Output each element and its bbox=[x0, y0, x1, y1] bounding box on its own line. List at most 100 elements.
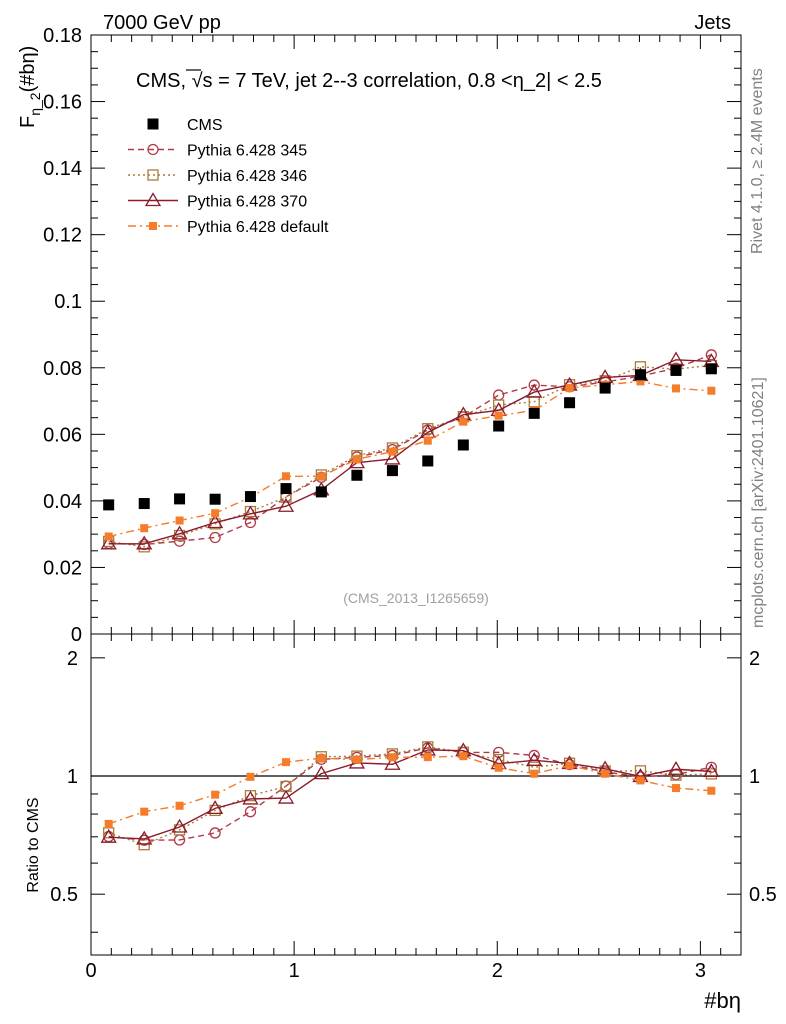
data-point-cms bbox=[351, 469, 363, 481]
data-point-cms bbox=[138, 498, 150, 510]
legend-label-cms: CMS bbox=[187, 117, 223, 134]
data-point-pythia-6-428-370 bbox=[277, 497, 295, 512]
mcplots-label: mcplots.cern.ch [arXiv:2401.10621] bbox=[750, 377, 767, 628]
ratio-tick-label-right: 2 bbox=[749, 648, 760, 670]
ratio-point-pythia-6-428-default bbox=[317, 754, 326, 763]
data-point-pythia-6-428-default bbox=[565, 384, 574, 393]
ratio-point-pythia-6-428-370 bbox=[703, 763, 720, 778]
data-point-pythia-6-428-default bbox=[140, 524, 149, 533]
rivet-version-label: Rivet 4.1.0, ≥ 2.4M events bbox=[749, 68, 766, 254]
data-point-cms bbox=[280, 483, 292, 495]
ratio-point-pythia-6-428-default bbox=[494, 763, 503, 772]
y-tick-label: 0.02 bbox=[43, 557, 82, 579]
ratio-point-pythia-6-428-345 bbox=[244, 806, 257, 818]
data-point-cms bbox=[422, 455, 434, 467]
ratio-point-pythia-6-428-345 bbox=[209, 827, 221, 839]
ratio-point-pythia-6-428-370 bbox=[526, 752, 543, 766]
legend: CMS Pythia 6.428 345 Pythia 6.428 346 Pythi… bbox=[128, 117, 329, 236]
legend-label-pythia-6-428-default: Pythia 6.428 default bbox=[187, 219, 329, 236]
ratio-point-pythia-6-428-370 bbox=[242, 790, 259, 805]
data-point-pythia-6-428-default bbox=[459, 417, 468, 426]
ratio-point-pythia-6-428-default bbox=[636, 776, 645, 785]
data-point-pythia-6-428-default bbox=[423, 436, 432, 445]
header-beam-label: 7000 GeV pp bbox=[103, 12, 221, 34]
data-point-pythia-6-428-346 bbox=[422, 423, 434, 435]
legend-marker-cms bbox=[147, 118, 159, 130]
ratio-point-pythia-6-428-default bbox=[104, 819, 113, 828]
data-point-cms bbox=[599, 382, 611, 394]
data-point-pythia-6-428-default bbox=[317, 472, 326, 481]
series-line-pythia-6-428-default bbox=[108, 380, 712, 538]
ratio-point-pythia-6-428-370 bbox=[313, 765, 330, 780]
ratio-tick-label: 2 bbox=[67, 648, 78, 670]
legend-label-pythia-6-428-345: Pythia 6.428 345 bbox=[187, 143, 307, 160]
data-point-pythia-6-428-370 bbox=[100, 535, 117, 550]
ratio-line-pythia-6-428-345 bbox=[108, 747, 712, 841]
y-tick-label: 0.04 bbox=[43, 491, 82, 513]
ratio-tick-label: 1 bbox=[67, 766, 78, 788]
ratio-line-pythia-6-428-default bbox=[108, 755, 712, 825]
legend-label-pythia-6-428-346: Pythia 6.428 346 bbox=[187, 168, 307, 185]
ratio-point-pythia-6-428-default bbox=[707, 786, 716, 795]
x-axis-label: #bη bbox=[704, 988, 741, 1013]
data-point-pythia-6-428-default bbox=[352, 455, 361, 464]
data-point-cms bbox=[386, 465, 398, 477]
header-category-label: Jets bbox=[694, 12, 731, 34]
x-tick-label: 2 bbox=[492, 960, 503, 982]
ratio-y-axis-label: Ratio to CMS bbox=[25, 797, 42, 892]
ratio-point-pythia-6-428-370 bbox=[206, 800, 224, 815]
y-tick-label: 0.08 bbox=[43, 358, 82, 380]
legend-label-pythia-6-428-370: Pythia 6.428 370 bbox=[187, 194, 307, 211]
main-series-group bbox=[100, 349, 720, 553]
y-tick-label: 0.12 bbox=[43, 225, 82, 247]
data-point-pythia-6-428-370 bbox=[136, 535, 153, 550]
ratio-point-pythia-6-428-370 bbox=[384, 755, 401, 770]
ratio-series-group bbox=[100, 741, 720, 851]
ratio-point-pythia-6-428-346 bbox=[138, 839, 150, 851]
y-tick-label: 0 bbox=[71, 624, 82, 646]
ratio-line-pythia-6-428-370 bbox=[108, 749, 712, 840]
ratio-point-pythia-6-428-370 bbox=[100, 828, 117, 843]
y-tick-label: 0.18 bbox=[43, 25, 82, 47]
series-line-pythia-6-428-346 bbox=[108, 364, 712, 548]
ratio-point-pythia-6-428-345 bbox=[705, 761, 717, 773]
y-axis-label: Fη_2(#bη) bbox=[17, 46, 43, 128]
ratio-point-pythia-6-428-370 bbox=[667, 760, 685, 775]
data-point-pythia-6-428-default bbox=[175, 516, 184, 525]
legend-marker-pythia-6-428-346 bbox=[147, 169, 159, 181]
data-point-pythia-6-428-370 bbox=[526, 383, 543, 398]
data-point-pythia-6-428-370 bbox=[667, 351, 685, 366]
ratio-point-pythia-6-428-346 bbox=[670, 769, 682, 781]
axis-ticks: 0 1 2 3 0 0.02 0.04 0.06 0.08 0.1 0.12 0.14 0.16 0.18… bbox=[43, 25, 777, 982]
data-point-cms bbox=[457, 439, 469, 451]
ratio-point-pythia-6-428-default bbox=[530, 769, 539, 778]
data-point-pythia-6-428-default bbox=[388, 447, 397, 456]
data-point-cms bbox=[315, 486, 327, 498]
x-tick-label: 1 bbox=[289, 960, 300, 982]
data-point-pythia-6-428-default bbox=[211, 509, 220, 518]
data-point-pythia-6-428-345 bbox=[209, 531, 221, 544]
analysis-id-label: (CMS_2013_I1265659) bbox=[343, 590, 489, 606]
data-point-pythia-6-428-370 bbox=[171, 525, 188, 540]
data-point-pythia-6-428-default bbox=[282, 472, 290, 481]
ratio-point-pythia-6-428-default bbox=[423, 753, 432, 762]
ratio-point-pythia-6-428-default bbox=[282, 758, 290, 767]
ratio-point-pythia-6-428-default bbox=[175, 801, 184, 810]
ratio-point-pythia-6-428-370 bbox=[171, 818, 188, 833]
y-tick-label: 0.06 bbox=[43, 424, 82, 446]
legend-marker-pythia-6-428-345 bbox=[147, 143, 159, 156]
y-tick-label: 0.1 bbox=[54, 291, 82, 313]
data-point-cms bbox=[103, 499, 115, 511]
data-point-cms bbox=[634, 369, 646, 381]
data-point-cms bbox=[670, 364, 682, 376]
data-point-pythia-6-428-default bbox=[636, 377, 645, 386]
y-tick-label: 0.14 bbox=[43, 158, 82, 180]
data-point-cms bbox=[244, 491, 256, 503]
legend-marker-pythia-6-428-370 bbox=[144, 192, 162, 207]
data-point-pythia-6-428-default bbox=[672, 384, 680, 393]
data-point-pythia-6-428-345 bbox=[528, 379, 540, 391]
ratio-point-pythia-6-428-default bbox=[140, 807, 149, 816]
ratio-point-pythia-6-428-default bbox=[388, 753, 397, 762]
y-tick-label: 0.16 bbox=[43, 92, 82, 114]
legend-marker-pythia-6-428-default bbox=[149, 222, 157, 230]
